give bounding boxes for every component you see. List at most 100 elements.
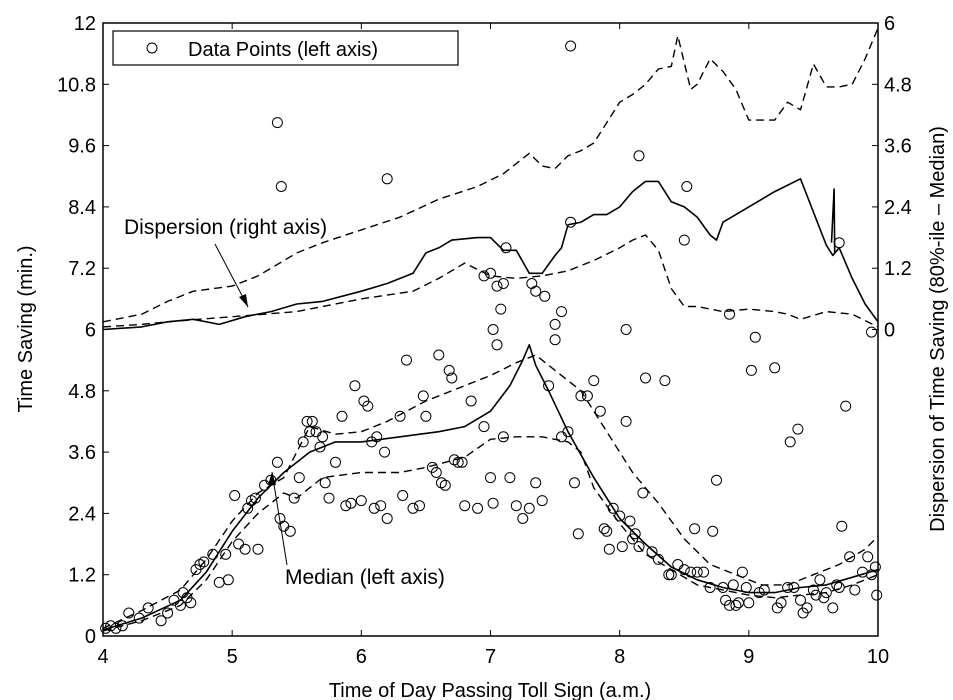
x-tick-label: 9: [743, 646, 754, 668]
data-point: [691, 566, 703, 578]
data-point: [319, 477, 331, 489]
data-point: [379, 446, 391, 458]
data-point: [807, 584, 819, 596]
data-point: [827, 602, 839, 614]
data-point: [704, 582, 716, 593]
data-point: [497, 431, 509, 443]
y2-tick-label: 6: [884, 13, 895, 35]
data-point: [175, 599, 186, 611]
data-point: [340, 500, 352, 512]
data-point: [782, 582, 794, 593]
data-point: [252, 543, 264, 555]
y2-tick-label: 2.4: [884, 197, 912, 219]
data-point: [831, 579, 843, 591]
data-point: [629, 528, 641, 540]
y-tick-label: 3.6: [68, 442, 96, 464]
data-point: [500, 242, 512, 254]
data-point: [443, 364, 455, 376]
data-point: [711, 474, 722, 486]
data-point: [317, 431, 329, 443]
data-point: [862, 551, 874, 563]
data-point: [491, 339, 503, 351]
annotation-median-arrow: [271, 471, 288, 566]
data-point: [368, 502, 380, 514]
data-point: [271, 456, 283, 468]
data-point: [549, 318, 561, 330]
data-point: [663, 569, 675, 581]
data-point: [784, 436, 796, 448]
data-point: [840, 400, 852, 412]
data-point: [562, 426, 574, 438]
data-point: [572, 528, 584, 540]
y2-axis-label: Dispersion of Time Saving (80%-ile – Med…: [927, 126, 949, 532]
data-point: [362, 400, 374, 412]
y2-tick-label: 3.6: [884, 136, 912, 158]
data-point: [724, 308, 735, 320]
data-point: [727, 579, 739, 591]
data-point: [381, 513, 393, 524]
data-point: [640, 372, 651, 384]
data-point: [565, 216, 577, 228]
y2-tick-label: 1.2: [884, 258, 912, 280]
data-point: [556, 306, 567, 318]
data-point: [758, 584, 770, 596]
data-point: [646, 546, 658, 558]
data-point: [620, 324, 632, 335]
data-point: [740, 582, 752, 593]
data-point: [495, 303, 507, 315]
series-line-dispersion-spike-right-axis: [830, 188, 836, 253]
data-point: [355, 495, 367, 507]
x-tick-label: 4: [97, 646, 108, 668]
data-point: [239, 543, 251, 555]
data-point: [284, 525, 296, 537]
axis-ticks: [102, 22, 879, 637]
data-point: [575, 390, 587, 402]
data-point: [588, 375, 600, 387]
data-point: [689, 523, 701, 535]
data-point: [569, 477, 580, 489]
data-point: [775, 597, 787, 609]
data-point: [510, 500, 522, 512]
tick-labels: 4 5 6 7 8 9 10 0 1.2 2.4 3.6 4.8 6 7.2 8.4 9.6 10.8 12 0 1.…: [57, 13, 912, 668]
data-point: [456, 456, 468, 468]
data-point: [844, 551, 856, 563]
data-point: [659, 375, 671, 387]
data-point: [833, 237, 845, 249]
data-point: [743, 597, 755, 609]
data-point: [301, 415, 313, 427]
data-point: [801, 602, 813, 614]
data-point: [487, 324, 499, 335]
y-tick-label: 8.4: [68, 197, 96, 219]
data-point: [810, 589, 822, 601]
data-point: [433, 349, 445, 361]
data-point: [792, 423, 804, 435]
data-point: [652, 553, 664, 565]
data-point: [530, 285, 542, 297]
data-point: [233, 538, 245, 550]
y-tick-label: 12: [74, 13, 96, 35]
data-point: [624, 515, 636, 527]
data-point: [866, 326, 877, 338]
data-point: [581, 390, 593, 402]
data-point: [397, 490, 409, 501]
data-point: [275, 181, 287, 192]
data-point: [565, 40, 577, 52]
y-axis-label: Time Saving (min.): [15, 245, 37, 412]
data-point: [614, 510, 626, 522]
data-point: [820, 587, 832, 599]
data-point: [730, 599, 742, 611]
data-point: [672, 559, 684, 570]
annotation-median: Median (left axis): [268, 471, 445, 589]
data-point: [420, 410, 432, 422]
data-point: [526, 278, 538, 289]
data-point: [869, 561, 881, 573]
x-axis-label: Time of Day Passing Toll Sign (a.m.): [329, 680, 651, 700]
data-point: [375, 500, 387, 512]
data-point: [620, 415, 632, 427]
data-point: [637, 487, 649, 499]
data-point: [485, 267, 496, 279]
data-point: [795, 594, 806, 606]
data-point: [530, 477, 542, 489]
data-point: [155, 615, 167, 627]
